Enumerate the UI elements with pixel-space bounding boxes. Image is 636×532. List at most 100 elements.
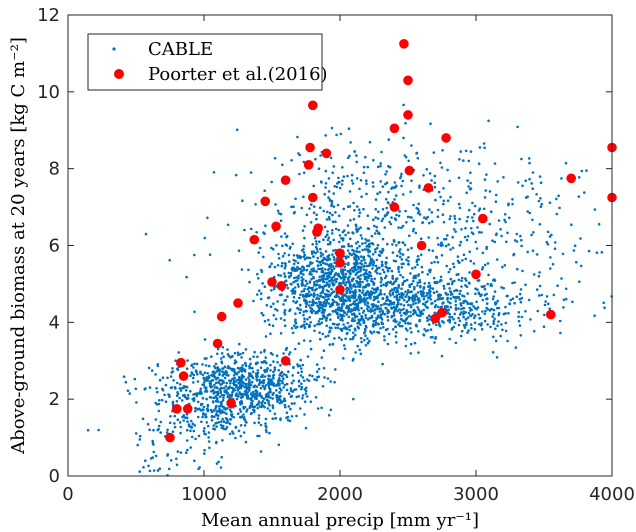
cable-point: [135, 401, 138, 404]
cable-point: [258, 405, 262, 408]
cable-point: [232, 381, 235, 385]
cable-point: [491, 239, 494, 242]
cable-point: [379, 307, 383, 310]
cable-point: [381, 309, 384, 313]
cable-point: [458, 217, 461, 221]
cable-point: [405, 278, 409, 282]
cable-point: [492, 312, 495, 316]
cable-point: [154, 454, 158, 458]
cable-point: [371, 309, 375, 313]
cable-point: [157, 409, 161, 413]
cable-point: [431, 287, 435, 290]
cable-point: [346, 296, 349, 300]
cable-point: [503, 264, 507, 267]
cable-point: [287, 275, 291, 279]
cable-point: [285, 388, 289, 392]
cable-point: [179, 425, 183, 429]
cable-point: [190, 364, 193, 367]
cable-point: [573, 244, 577, 247]
cable-point: [273, 368, 277, 372]
cable-point: [152, 469, 156, 472]
cable-point: [354, 351, 357, 354]
cable-point: [182, 384, 186, 388]
cable-point: [307, 304, 311, 307]
cable-point: [404, 321, 407, 325]
cable-point: [322, 311, 326, 314]
cable-point: [433, 299, 437, 303]
cable-point: [365, 279, 369, 282]
cable-point: [343, 265, 347, 269]
cable-point: [215, 421, 219, 425]
cable-point: [324, 318, 328, 322]
cable-point: [283, 275, 287, 278]
x-tick-label: 3000: [453, 484, 499, 505]
cable-point: [164, 400, 168, 404]
cable-point: [225, 421, 228, 425]
cable-point: [282, 352, 285, 355]
cable-point: [422, 287, 426, 291]
cable-point: [243, 405, 247, 409]
cable-point: [310, 311, 314, 315]
cable-point: [483, 178, 487, 181]
cable-point: [313, 378, 316, 381]
cable-point: [229, 356, 232, 359]
cable-point: [422, 297, 426, 301]
cable-point: [372, 325, 375, 328]
cable-point: [270, 180, 274, 184]
cable-point: [579, 264, 583, 268]
cable-point: [219, 409, 223, 413]
cable-point: [326, 230, 329, 233]
cable-point: [506, 294, 509, 298]
cable-point: [489, 282, 493, 286]
cable-point: [381, 208, 385, 211]
cable-point: [313, 329, 316, 333]
cable-point: [225, 381, 228, 385]
cable-point: [251, 366, 254, 370]
cable-point: [321, 253, 325, 256]
cable-point: [313, 269, 316, 273]
cable-point: [226, 348, 229, 351]
cable-point: [318, 260, 321, 264]
cable-point: [216, 366, 220, 369]
cable-point: [329, 380, 333, 383]
cable-point: [459, 240, 463, 244]
cable-point: [365, 182, 368, 185]
cable-point: [318, 337, 322, 341]
cable-point: [194, 409, 197, 413]
cable-point: [342, 344, 346, 347]
cable-point: [366, 165, 370, 169]
cable-point: [308, 256, 312, 260]
cable-point: [189, 390, 192, 393]
cable-point: [315, 247, 319, 251]
cable-point: [257, 417, 261, 420]
cable-point: [234, 383, 238, 387]
cable-point: [486, 262, 490, 265]
cable-point: [322, 277, 325, 281]
cable-point: [201, 373, 205, 377]
cable-point: [348, 299, 352, 303]
cable-point: [212, 171, 216, 174]
cable-point: [223, 411, 226, 414]
cable-point: [390, 269, 394, 273]
cable-point: [464, 226, 467, 230]
cable-point: [340, 318, 344, 321]
cable-point: [212, 409, 216, 412]
cable-point: [331, 213, 334, 217]
cable-point: [154, 373, 157, 376]
cable-point: [440, 166, 444, 169]
cable-point: [332, 238, 336, 242]
cable-point: [409, 190, 413, 193]
cable-point: [580, 169, 584, 173]
cable-point: [272, 314, 276, 317]
cable-point: [301, 293, 305, 297]
cable-point: [181, 415, 184, 419]
cable-point: [369, 257, 373, 261]
cable-point: [514, 346, 518, 349]
cable-point: [392, 314, 396, 317]
cable-point: [344, 337, 347, 341]
cable-point: [312, 250, 316, 253]
cable-point: [457, 307, 460, 310]
cable-point: [373, 291, 376, 295]
cable-point: [178, 383, 182, 386]
cable-point: [419, 286, 422, 289]
